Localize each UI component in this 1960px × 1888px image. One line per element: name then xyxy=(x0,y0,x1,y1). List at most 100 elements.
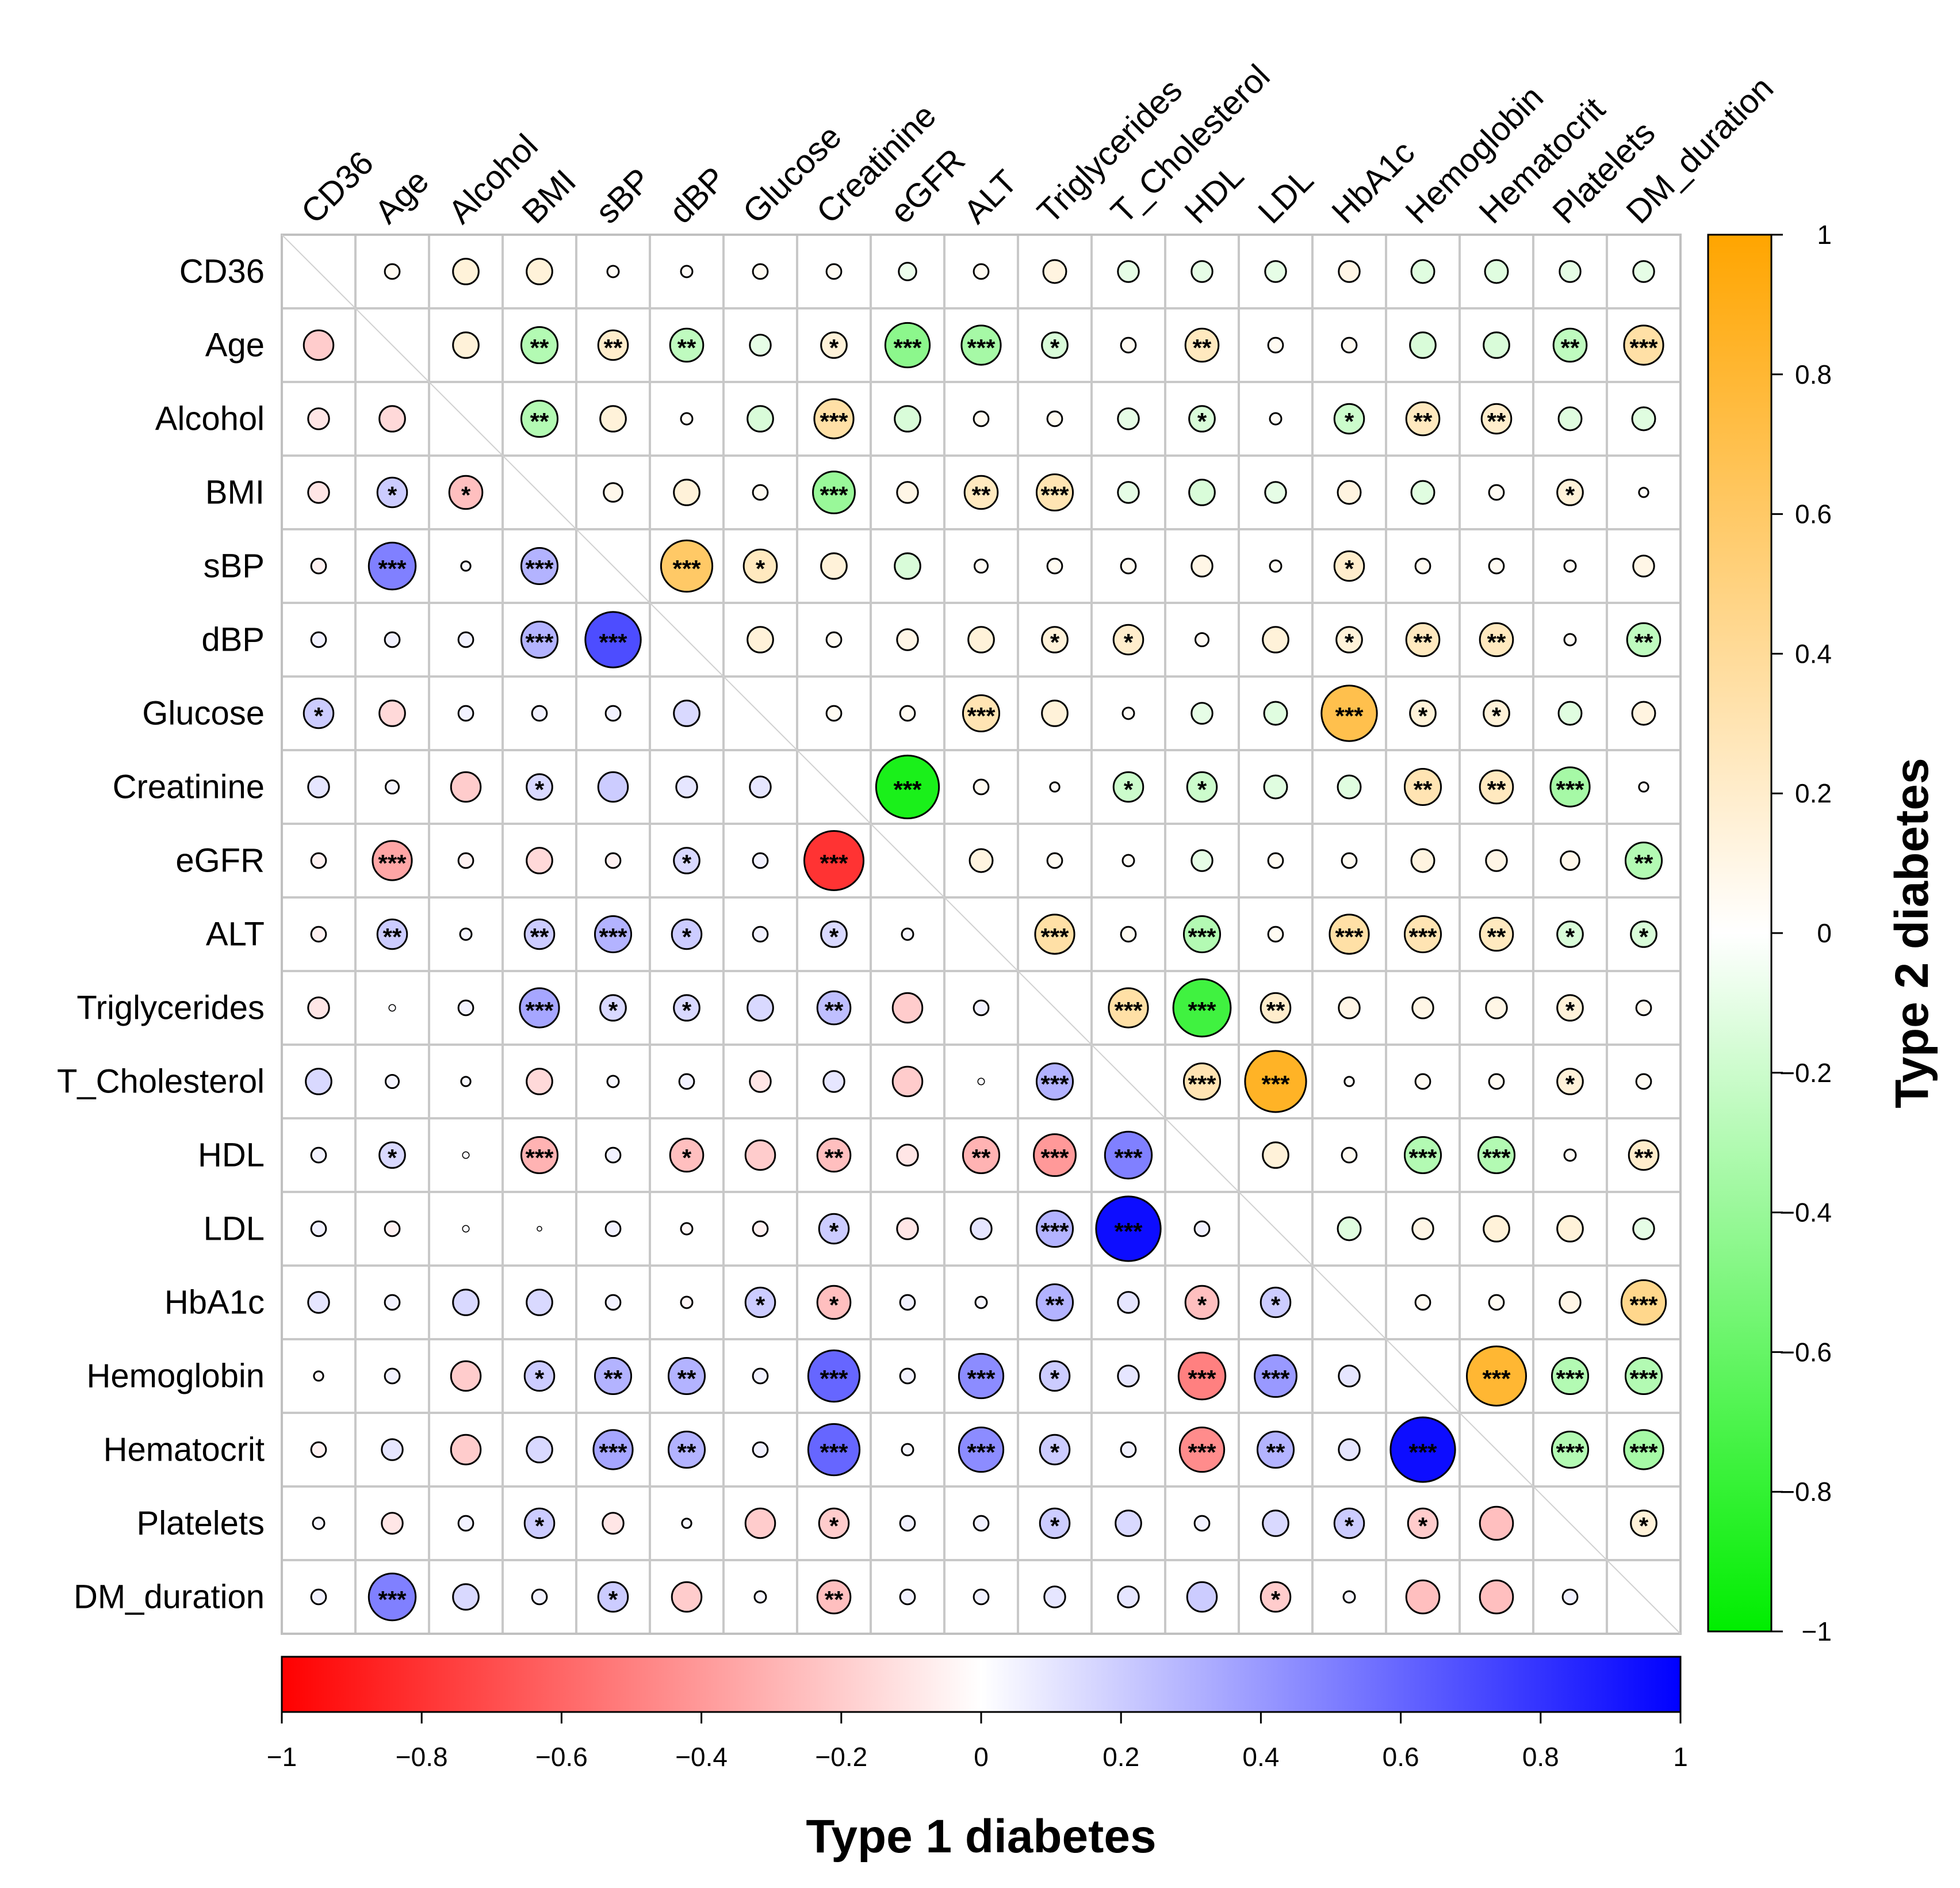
type2-significance-stars: ** xyxy=(1414,629,1433,656)
type2-significance-stars: *** xyxy=(1188,923,1216,950)
type2-corr-circle xyxy=(1632,555,1655,578)
type2-corr-circle xyxy=(1190,702,1213,725)
type1-corr-circle xyxy=(803,830,865,892)
type2-significance-stars: * xyxy=(1197,776,1207,803)
type2-tick-label: −1 xyxy=(1802,1616,1832,1646)
type2-corr-circle xyxy=(894,405,921,433)
type1-corr-circle xyxy=(822,1070,845,1093)
type1-significance-stars: ** xyxy=(825,997,844,1024)
type2-significance-stars: *** xyxy=(1408,923,1437,950)
type1-corr-circle xyxy=(1095,1195,1162,1262)
type2-significance-stars: * xyxy=(1050,334,1060,361)
type1-significance-stars: * xyxy=(1050,1365,1060,1392)
col-label-ldl: LDL xyxy=(1251,161,1320,231)
type1-corr-circle xyxy=(747,994,774,1022)
type1-corr-circle xyxy=(974,1295,988,1309)
type1-significance-stars: *** xyxy=(820,1365,848,1392)
type2-significance-stars: *** xyxy=(820,481,848,509)
type2-corr-circle xyxy=(1262,626,1289,653)
type2-corr-circle xyxy=(967,626,995,653)
type1-corr-circle xyxy=(462,1225,470,1233)
type1-corr-circle xyxy=(896,1144,919,1167)
type2-significance-stars: ** xyxy=(1266,997,1285,1024)
type2-corr-circle xyxy=(1035,473,1074,512)
type2-corr-circle xyxy=(1338,260,1361,283)
type2-corr-circle xyxy=(1632,1217,1655,1240)
type2-corr-circle xyxy=(1488,1073,1505,1090)
type2-corr-circle xyxy=(813,398,855,439)
type2-corr-circle xyxy=(680,412,694,426)
type2-corr-circle xyxy=(1623,1429,1664,1470)
type2-corr-circle xyxy=(1269,412,1283,426)
type1-corr-circle xyxy=(310,557,327,575)
type1-corr-circle xyxy=(669,1137,705,1173)
diagonal-line xyxy=(281,234,1681,1634)
type2-significance-stars: *** xyxy=(893,776,922,803)
type1-corr-circle xyxy=(899,1367,916,1385)
type1-corr-circle xyxy=(818,1213,850,1245)
row-labels: CD36 Age Alcohol BMI sBP dBP Glucose Creatinine… xyxy=(57,253,265,1615)
type2-corr-circle xyxy=(1405,622,1441,658)
type2-corr-circle xyxy=(660,539,714,593)
type2-significance-stars: ** xyxy=(1487,629,1506,656)
type1-significance-stars: * xyxy=(608,1586,618,1613)
type2-corr-circle xyxy=(1559,260,1582,283)
type2-corr-circle xyxy=(1549,766,1591,808)
type2-corr-circle xyxy=(1410,848,1435,873)
type2-significance-stars: ** xyxy=(1487,923,1506,950)
type1-corr-circle xyxy=(1193,1220,1211,1237)
type1-corr-circle xyxy=(752,1441,769,1458)
type1-significance-stars: * xyxy=(756,1291,765,1318)
type2-significance-stars: ** xyxy=(1634,850,1653,877)
type2-corr-circle xyxy=(973,558,989,574)
type2-corr-circle xyxy=(1341,852,1358,869)
type2-corr-circle xyxy=(968,848,994,873)
type1-significance-stars: *** xyxy=(525,997,554,1024)
type2-corr-circle xyxy=(1563,559,1577,573)
type2-corr-circle xyxy=(1335,626,1363,653)
type2-corr-circle xyxy=(1403,1136,1442,1175)
type1-corr-circle xyxy=(1117,1585,1140,1608)
type1-corr-circle xyxy=(807,1349,861,1403)
type1-corr-circle xyxy=(384,1294,401,1311)
type1-corr-circle xyxy=(749,1070,772,1093)
type2-corr-circle xyxy=(1112,624,1144,656)
type1-corr-circle xyxy=(584,611,642,668)
type2-corr-circle xyxy=(1194,632,1210,648)
type1-corr-circle xyxy=(388,1004,396,1012)
type1-corr-circle xyxy=(744,1139,776,1171)
type1-corr-circle xyxy=(820,920,848,948)
type1-corr-circle xyxy=(1256,1430,1295,1469)
type1-significance-stars: *** xyxy=(820,1439,848,1466)
type1-significance-stars: * xyxy=(314,702,324,729)
type1-significance-stars: * xyxy=(1345,1512,1354,1539)
type1-corr-circle xyxy=(384,1220,401,1237)
type1-corr-circle xyxy=(1479,1579,1514,1615)
type1-corr-circle xyxy=(673,847,700,874)
type1-significance-stars: ** xyxy=(677,1439,696,1466)
type2-significance-stars: ** xyxy=(1487,776,1506,803)
type2-significance-stars: * xyxy=(1639,923,1649,950)
type2-corr-circle xyxy=(1263,774,1288,800)
type1-corr-circle xyxy=(307,775,330,798)
type2-corr-circle xyxy=(747,626,774,653)
type2-corr-circle xyxy=(452,258,480,285)
type2-corr-circle xyxy=(520,399,559,438)
type1-corr-circle xyxy=(973,999,990,1016)
type1-corr-circle xyxy=(896,1217,919,1240)
row-label-t_cholesterol: T_Cholesterol xyxy=(57,1063,265,1100)
type2-corr-circle xyxy=(1624,1356,1663,1396)
type1-significance-stars: *** xyxy=(525,629,554,656)
type1-significance-stars: *** xyxy=(378,1586,407,1613)
type1-significance-stars: ** xyxy=(677,1365,696,1392)
type2-corr-circle xyxy=(1483,1215,1510,1243)
type2-significance-stars: *** xyxy=(967,702,996,729)
type2-corr-circle xyxy=(1411,996,1434,1019)
type2-significance-stars: * xyxy=(1565,1071,1575,1098)
type2-corr-circle xyxy=(1190,260,1213,283)
row-label-dm_duration: DM_duration xyxy=(74,1578,265,1615)
type1-colorbar: −1 −0.8 −0.6 −0.4 −0.2 0 0.2 0.4 0.6 0.8 1 Type 1 … xyxy=(267,1656,1688,1863)
type1-significance-stars: * xyxy=(608,997,618,1024)
type2-corr-circle xyxy=(1631,406,1656,431)
matrix-cells: ** ** ** * *** *** * ** ** ***** *** * * ** *** * *** ** *… xyxy=(303,258,1667,1622)
